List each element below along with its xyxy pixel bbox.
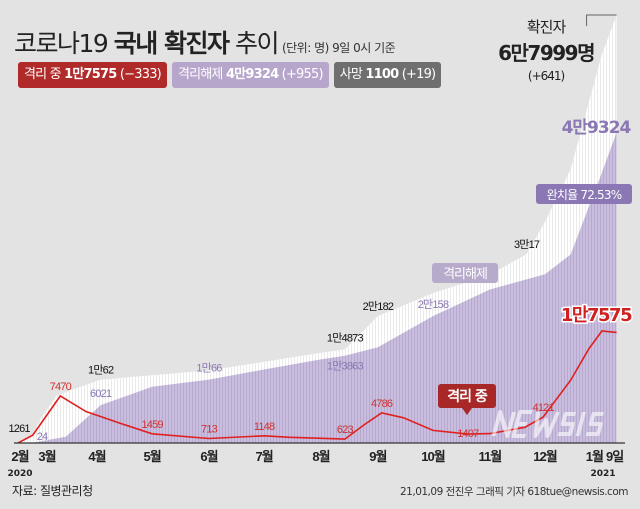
legend: 격리 중 1만7575 (−333) 격리해제 4만9324 (+955) 사망… [18, 62, 442, 88]
x-tick-label: 10월 [421, 449, 444, 464]
legend-value: 4만9324 [225, 67, 279, 82]
legend-released: 격리해제 4만9324 (+955) [171, 62, 329, 88]
x-tick-label: 9월 [369, 449, 386, 464]
x-tick-label: 8월 [312, 449, 329, 464]
released-value-label: 4만9324 [562, 118, 632, 138]
recovery-rate: 완치율 72.53% [547, 188, 622, 202]
watermark-stroke [491, 410, 516, 438]
recovery-badge [536, 184, 632, 204]
isolated-final-label: 1만7575 [561, 305, 632, 326]
annotation-confirmed: 3만17 [514, 238, 540, 251]
year-label: 2020 [7, 469, 32, 479]
x-tick-label: 11월 [479, 449, 502, 464]
x-tick-label: 1월 [586, 449, 603, 464]
x-tick-label: 7월 [255, 449, 272, 464]
x-tick-label: 12월 [533, 449, 556, 464]
watermark-stroke [533, 411, 560, 438]
source: 자료: 질병관리청 [12, 484, 93, 498]
x-tick-label: 2월 [11, 449, 28, 464]
legend-deaths: 사망 1100 (+19) [333, 62, 442, 88]
annotation-released: 24 [37, 431, 48, 443]
total-label: 확진자 [526, 18, 566, 36]
x-tick-label: 6월 [200, 449, 217, 464]
title-light: 코로나19 [14, 29, 109, 58]
x-tick-label: 9일 [606, 449, 623, 464]
legend-delta: (+19) [401, 67, 436, 82]
annotation-isolated: 623 [337, 424, 354, 436]
isolated-badge-pointer [462, 408, 472, 415]
annotation-released: 1만66 [196, 362, 222, 375]
legend-label: 격리해제 [177, 67, 223, 82]
page-title: 코로나19 국내 확진자 추이 (단위: 명) 9일 0시 기준 [14, 24, 396, 60]
legend-value: 1만7575 [64, 67, 117, 82]
annotation-isolated: 4121 [533, 402, 555, 414]
annotation-confirmed: 1만62 [88, 364, 114, 377]
annotation-isolated: 1459 [141, 419, 163, 431]
isolated-series-label: 격리 중 [447, 388, 488, 405]
released-series-badge [432, 263, 498, 283]
annotation-released: 1만3863 [327, 360, 364, 373]
legend-value: 1100 [365, 67, 399, 82]
total-value: 6만7999명 [498, 41, 595, 65]
annotation-confirmed: 2만182 [363, 300, 394, 313]
annotation-isolated: 1407 [457, 428, 479, 440]
annotation-isolated: 713 [201, 424, 218, 436]
newsis-watermark [491, 410, 604, 438]
x-tick-label: 5월 [143, 449, 160, 464]
watermark-stroke [511, 410, 533, 438]
released-series-label: 격리해제 [443, 267, 487, 282]
watermark-stroke [575, 412, 586, 436]
title-tail: 추이 [234, 29, 280, 58]
watermark-stroke [585, 412, 604, 436]
released-area [18, 132, 617, 443]
watermark-stroke [557, 412, 576, 436]
title-bold: 국내 확진자 [113, 29, 230, 58]
legend-label: 사망 [339, 67, 363, 82]
year-label: 2021 [590, 469, 615, 479]
annotation-confirmed: 1만4873 [327, 331, 364, 344]
annotation-isolated: 4786 [371, 398, 393, 410]
legend-label: 격리 중 [24, 67, 62, 82]
total-delta: (+641) [527, 69, 565, 83]
unit-note: (단위: 명) 9일 0시 기준 [281, 41, 396, 55]
x-tick-label: 4월 [88, 449, 105, 464]
annotation-isolated: 7470 [50, 381, 72, 393]
total-bracket [586, 14, 617, 26]
annotation-released: 6021 [90, 388, 112, 400]
x-tick-label: 3월 [38, 449, 55, 464]
total-confirmed: 확진자 6만7999명 (+641) [498, 16, 595, 83]
isolated-series-badge [438, 384, 496, 408]
legend-isolated: 격리 중 1만7575 (−333) [18, 62, 167, 88]
legend-delta: (−333) [119, 67, 162, 82]
annotation-confirmed: 1261 [8, 423, 30, 435]
annotation-released: 2만158 [418, 298, 449, 311]
credit: 21,01,09 전진우 그래픽 기자 618tue@newsis.com [400, 486, 629, 498]
annotation-isolated: 1148 [254, 421, 275, 433]
isolated-line [17, 330, 617, 444]
legend-delta: (+955) [281, 67, 324, 82]
